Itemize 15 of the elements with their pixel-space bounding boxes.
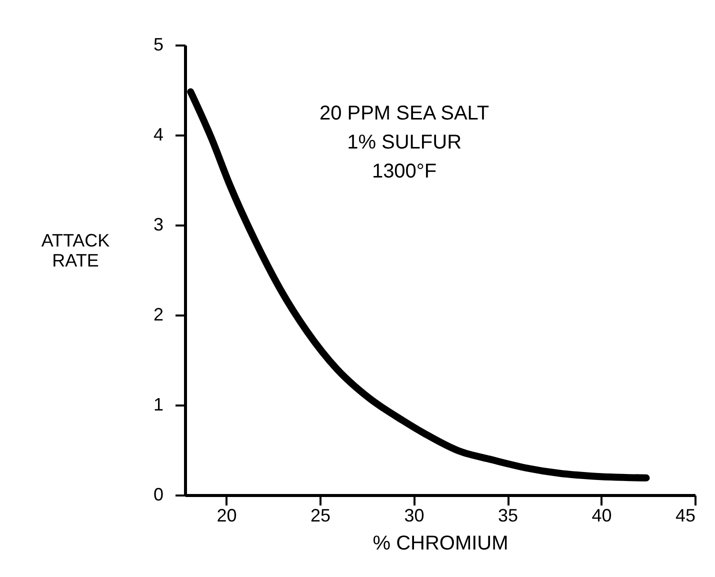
y-axis-title: ATTACK RATE [41,230,110,270]
x-tick-label: 40 [592,506,612,526]
x-axis-title: % CHROMIUM [372,532,508,554]
y-tick-label: 0 [153,484,164,504]
annotation: 20 PPM SEA SALT 1% SULFUR 1300°F [319,102,490,182]
x-tick-label: 20 [216,506,237,526]
y-tick-label: 1 [153,394,164,414]
x-tick-label: 25 [310,506,331,526]
y-tick-label: 5 [153,34,164,54]
x-tick-label: 35 [498,506,518,526]
y-tick-label: 2 [153,304,164,324]
x-tick-label: 30 [404,506,424,526]
x-tick-label: 45 [675,506,696,526]
y-tick-label: 4 [153,124,164,144]
y-tick-label: 3 [153,214,164,234]
